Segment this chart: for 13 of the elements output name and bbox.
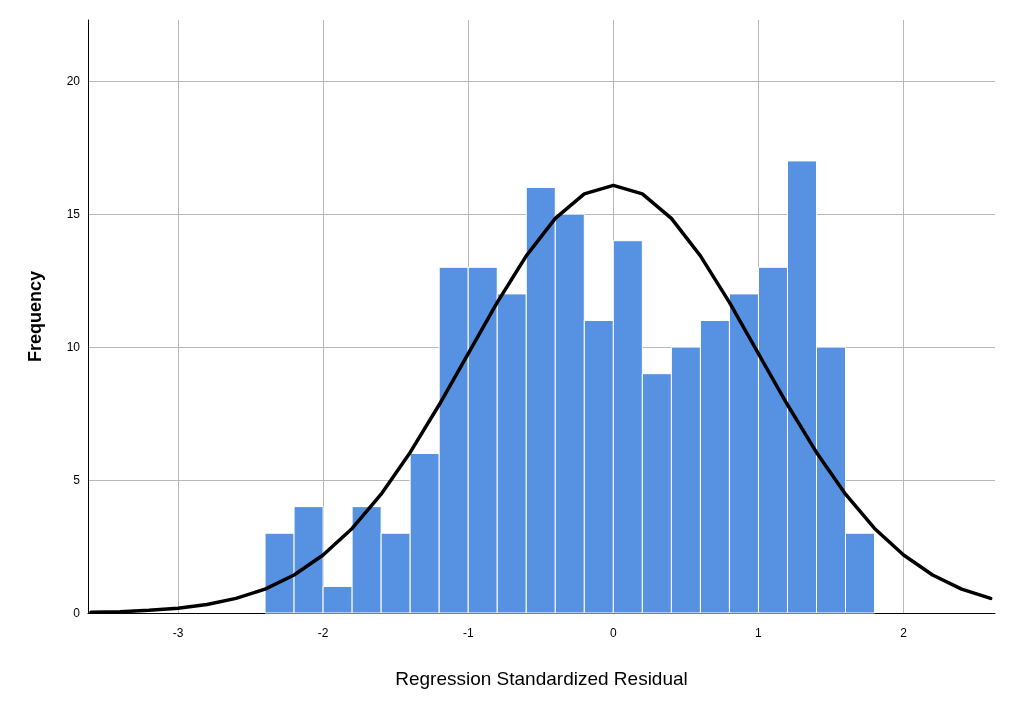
x-axis-title: Regression Standardized Residual	[395, 668, 688, 689]
x-tick-label: 0	[609, 626, 617, 640]
y-tick-label: 10	[66, 340, 81, 355]
x-tick-label: -1	[462, 626, 474, 640]
y-tick-label: 0	[73, 606, 81, 620]
y-tick-label: 15	[66, 207, 81, 222]
x-tick-label: 2	[900, 626, 908, 640]
y-axis-title: Frequency	[25, 270, 45, 363]
x-tick-label: -3	[172, 626, 184, 640]
y-tick-label: 20	[66, 74, 81, 89]
x-tick-label: 1	[755, 626, 763, 640]
x-tick-label: -2	[317, 626, 329, 640]
y-tick-label: 5	[73, 473, 81, 488]
